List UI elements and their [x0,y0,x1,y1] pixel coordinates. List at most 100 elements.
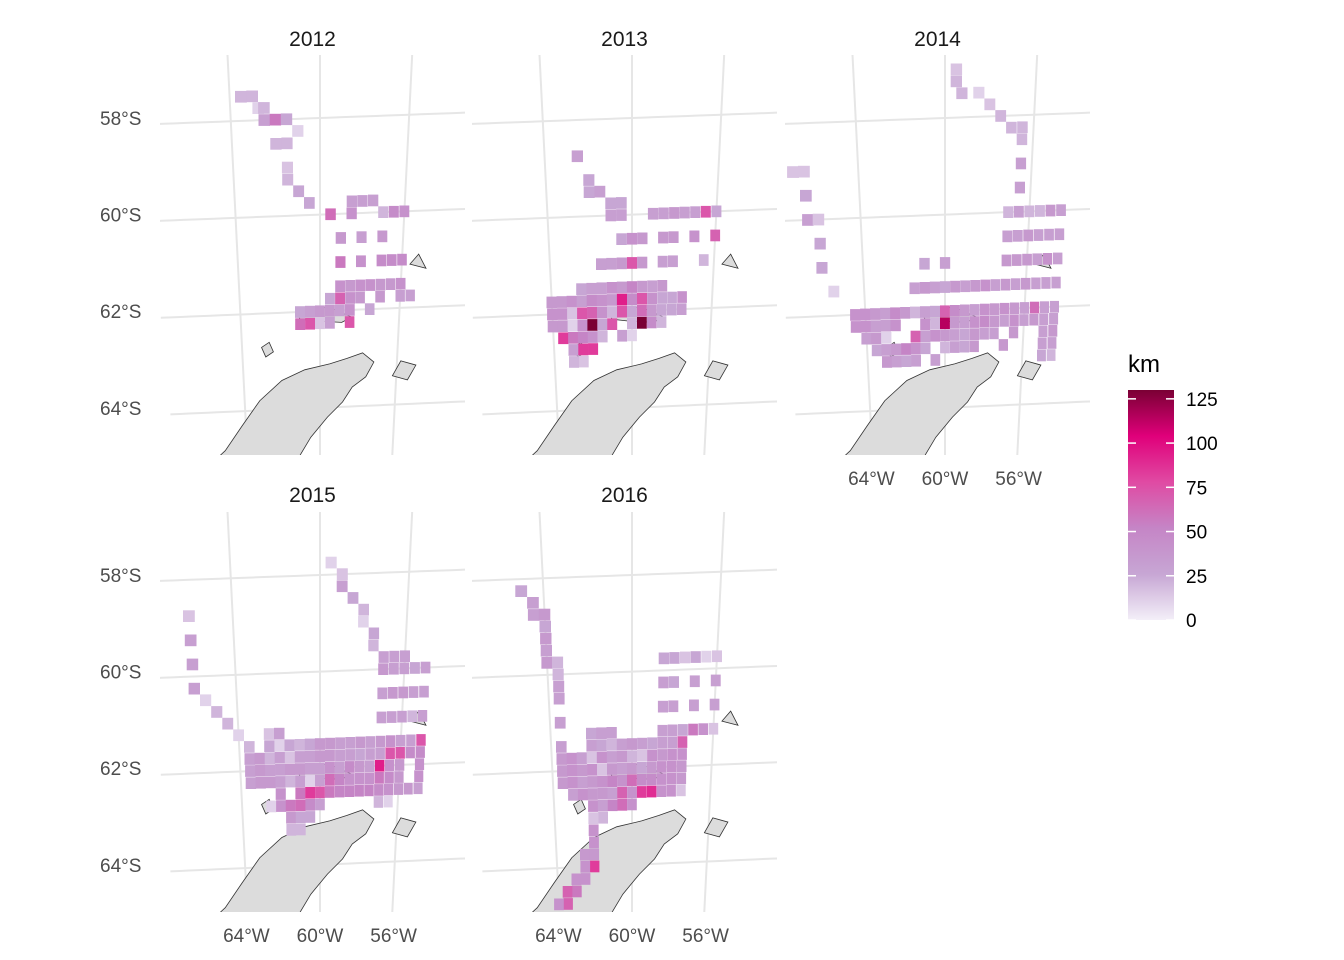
grid-cell [403,782,413,795]
grid-cell [1049,312,1059,325]
grid-cell [294,751,305,763]
grid-cell [1001,254,1012,267]
grid-cell [368,639,379,652]
grid-cell [284,739,295,752]
grid-cell [284,751,296,764]
grid-cell [345,761,355,773]
map-panel-2014: 2014 64°W 60°W 56°W [785,28,1090,490]
grid-cell [950,75,962,88]
grid-cell [393,783,403,795]
grid-cell [274,751,285,764]
grid-cell [580,861,591,873]
grid-cell [184,634,197,647]
grid-cell [295,799,306,812]
grid-cell [577,776,588,789]
grid-cell [304,750,315,763]
grid-cell [606,294,617,306]
land-island [721,710,739,726]
grid-cell [571,873,582,886]
grid-cell [627,798,637,811]
grid-cell [325,556,337,569]
grid-cell [973,86,985,99]
grid-cell [676,760,687,772]
map-panel-2015: 2015 58°S 60°S 62°S 64°S 64°W 60°W 56°W [100,484,465,947]
grid-cell [264,740,275,752]
grid-cell [909,282,920,295]
grid-cell [667,748,677,761]
grid-cell [606,282,617,294]
grid-cell [850,321,862,333]
grid-cell [553,692,565,705]
grid-cell [566,752,578,765]
grid-cell [373,796,383,808]
grid-cell [346,207,357,220]
grid-cell [597,318,608,331]
panel-title: 2012 [289,28,336,51]
grid-cell [616,738,627,751]
land-island [391,360,417,381]
lat-axis-label: 64°S [100,856,141,877]
grid-cell [710,674,721,687]
grid-cell [314,738,325,750]
grid-cell [285,799,296,812]
grid-cell [940,305,950,318]
graticule-lon [703,512,726,912]
grid-cell [989,303,1000,315]
grid-cell [617,329,628,342]
grid-cell [1008,326,1019,339]
land-island [721,253,739,269]
grid-cell [365,279,376,291]
grid-cell [235,90,247,103]
grid-cell [657,724,668,737]
grid-cell [553,680,565,693]
grid-cell [656,773,667,785]
grid-cell [959,328,970,341]
grid-cell [1032,253,1042,266]
grid-cell [1024,205,1035,218]
grid-cell [264,752,276,764]
grid-cell [667,760,677,773]
grid-cell [233,729,244,742]
grid-cell [984,98,996,111]
grid-cell [586,739,597,752]
grid-cell [1022,253,1032,266]
grid-cell [274,739,285,752]
lat-axis-label: 64°S [100,399,141,420]
land-island [703,817,729,838]
grid-cell [335,256,346,268]
legend-tick-label: 50 [1186,523,1207,544]
panels-layer: 2012 58°S 60°S 62°S 64°S 2013 2014 64°W 60°W 56°W… [100,28,1090,947]
grid-cell [861,332,872,345]
grid-cell [556,741,567,753]
grid-cell [960,304,970,317]
grid-cell [295,318,306,330]
grid-cell [607,799,618,812]
grid-cell [712,650,722,663]
grid-cell [1009,314,1019,327]
grid-cell [616,750,627,763]
graticule-lat [160,111,465,125]
grid-cell [588,800,599,812]
grid-cell [556,753,567,765]
grid-cell [1044,228,1054,241]
grid-cell [345,280,356,292]
grid-cell [368,194,379,207]
grid-cell [515,585,528,597]
grid-cell [375,747,385,760]
grid-cell [910,330,921,343]
grid-cell [930,305,940,318]
grid-cell [940,317,950,330]
grid-cell [998,339,1008,351]
grid-cell [335,232,346,244]
grid-cell [596,727,607,740]
grid-cell [949,329,960,341]
grid-cell [315,774,325,787]
grid-cell [325,305,335,317]
grid-cell [1015,157,1027,170]
grid-cell [1003,206,1014,218]
grid-cell [597,306,608,319]
grid-cell [587,319,598,331]
grid-cell [816,262,828,274]
grid-cell [356,255,366,268]
grid-cell [1011,254,1022,266]
